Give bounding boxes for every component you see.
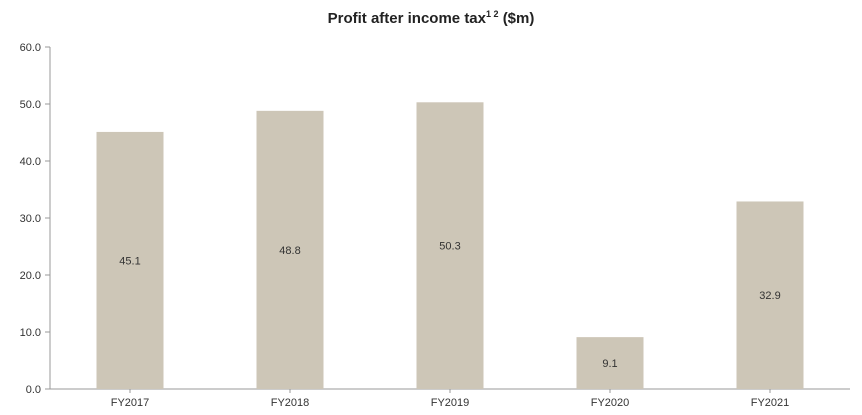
data-label-fy2017: 45.1 bbox=[119, 255, 140, 267]
y-tick-label: 20.0 bbox=[20, 270, 41, 282]
chart-title-superscript: 1 2 bbox=[486, 9, 499, 19]
data-labels: 45.1 48.8 50.3 9.1 32.9 bbox=[119, 241, 780, 370]
bar-fy2020 bbox=[576, 337, 644, 389]
y-tick-label: 60.0 bbox=[20, 42, 41, 54]
bar-fy2019 bbox=[416, 102, 484, 389]
y-axis: 0.0 10.0 20.0 30.0 40.0 50.0 60.0 bbox=[20, 42, 51, 396]
chart-title-text: Profit after income tax bbox=[327, 10, 486, 27]
x-tick-label: FY2021 bbox=[751, 397, 790, 409]
x-tick-label: FY2018 bbox=[271, 397, 310, 409]
x-tick-label: FY2017 bbox=[111, 397, 150, 409]
data-label-fy2021: 32.9 bbox=[759, 290, 780, 302]
data-label-fy2020: 9.1 bbox=[602, 358, 617, 370]
x-axis: FY2017 FY2018 FY2019 FY2020 FY2021 bbox=[50, 388, 850, 409]
y-tick-label: 50.0 bbox=[20, 99, 41, 111]
y-tick-label: 40.0 bbox=[20, 156, 41, 168]
x-tick-label: FY2020 bbox=[591, 397, 630, 409]
bar-fy2018 bbox=[256, 110, 324, 389]
chart-title-unit: ($m) bbox=[502, 10, 535, 27]
chart-title: Profit after income tax1 2 ($m) bbox=[0, 9, 862, 27]
bar-fy2021 bbox=[736, 201, 804, 389]
bar-fy2017 bbox=[96, 131, 164, 389]
y-tick-label: 10.0 bbox=[20, 327, 41, 339]
data-label-fy2019: 50.3 bbox=[439, 241, 460, 253]
x-tick-label: FY2019 bbox=[431, 397, 470, 409]
data-label-fy2018: 48.8 bbox=[279, 245, 300, 257]
y-tick-label: 30.0 bbox=[20, 213, 41, 225]
bars bbox=[96, 102, 804, 389]
y-tick-label: 0.0 bbox=[26, 384, 41, 396]
